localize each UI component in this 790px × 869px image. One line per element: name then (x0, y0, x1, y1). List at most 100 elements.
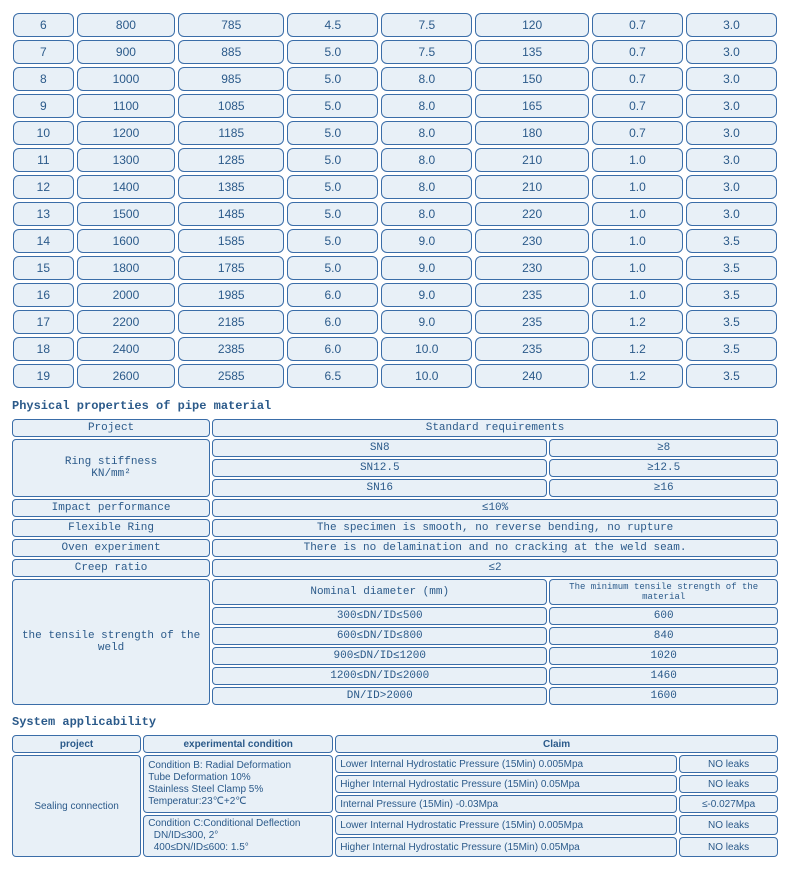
table-cell: 210 (475, 175, 589, 199)
ring-sn16-val: ≥16 (549, 479, 778, 497)
impact-val: ≤10% (212, 499, 778, 517)
ring-sn8-val: ≥8 (549, 439, 778, 457)
table-cell: 1185 (178, 121, 284, 145)
table-cell: 3.5 (686, 256, 777, 280)
tensile-r1: 600≤DN/ID≤800 (212, 627, 547, 645)
table-cell: 900 (77, 40, 176, 64)
table-cell: 3.0 (686, 94, 777, 118)
table-cell: 1.0 (592, 283, 683, 307)
physical-title: Physical properties of pipe material (12, 399, 780, 413)
table-cell: 0.7 (592, 40, 683, 64)
table-cell: 2200 (77, 310, 176, 334)
table-cell: 180 (475, 121, 589, 145)
table-cell: 6.0 (287, 310, 378, 334)
table-cell: 5.0 (287, 67, 378, 91)
ring-sn16: SN16 (212, 479, 547, 497)
table-cell: 3.5 (686, 283, 777, 307)
flex-label: Flexible Ring (12, 519, 210, 537)
creep-label: Creep ratio (12, 559, 210, 577)
table-cell: 985 (178, 67, 284, 91)
cond-b: Condition B: Radial DeformationTube Defo… (143, 755, 333, 813)
oven-val: There is no delamination and no cracking… (212, 539, 778, 557)
table-cell: 235 (475, 337, 589, 361)
table-cell: 13 (13, 202, 74, 226)
table-cell: 8.0 (381, 202, 472, 226)
std-req-header: Standard requirements (212, 419, 778, 437)
table-cell: 220 (475, 202, 589, 226)
table-cell: 3.0 (686, 67, 777, 91)
table-cell: 1.2 (592, 337, 683, 361)
ring-sn125-val: ≥12.5 (549, 459, 778, 477)
table-cell: 0.7 (592, 94, 683, 118)
table-cell: 1985 (178, 283, 284, 307)
table-cell: 1785 (178, 256, 284, 280)
table-cell: 3.0 (686, 121, 777, 145)
table-cell: 5.0 (287, 94, 378, 118)
table-cell: 150 (475, 67, 589, 91)
table-cell: 8.0 (381, 121, 472, 145)
table-cell: 1200 (77, 121, 176, 145)
table-cell: 7.5 (381, 13, 472, 37)
tensile-r3: 1200≤DN/ID≤2000 (212, 667, 547, 685)
table-cell: 1.0 (592, 229, 683, 253)
table-cell: 5.0 (287, 121, 378, 145)
table-cell: 120 (475, 13, 589, 37)
physical-properties-table: Project Standard requirements Ring stiff… (10, 417, 780, 707)
table-cell: 9.0 (381, 310, 472, 334)
table-cell: 1500 (77, 202, 176, 226)
oven-label: Oven experiment (12, 539, 210, 557)
table-cell: 3.0 (686, 202, 777, 226)
table-cell: 1800 (77, 256, 176, 280)
table-cell: 885 (178, 40, 284, 64)
table-cell: 9 (13, 94, 74, 118)
table-cell: 5.0 (287, 256, 378, 280)
project-header: Project (12, 419, 210, 437)
claim-b2-v: ≤-0.027Mpa (679, 795, 778, 813)
table-cell: 4.5 (287, 13, 378, 37)
table-cell: 8.0 (381, 175, 472, 199)
claim-b0: Lower Internal Hydrostatic Pressure (15M… (335, 755, 677, 773)
claim-c1-v: NO leaks (679, 837, 778, 857)
tensile-r2: 900≤DN/ID≤1200 (212, 647, 547, 665)
table-cell: 800 (77, 13, 176, 37)
impact-label: Impact performance (12, 499, 210, 517)
table-cell: 7 (13, 40, 74, 64)
table-cell: 0.7 (592, 121, 683, 145)
table-cell: 785 (178, 13, 284, 37)
table-cell: 14 (13, 229, 74, 253)
table-cell: 235 (475, 283, 589, 307)
table-cell: 5.0 (287, 202, 378, 226)
table-cell: 210 (475, 148, 589, 172)
tensile-v4: 1600 (549, 687, 778, 705)
table-cell: 0.7 (592, 67, 683, 91)
claim-b2: Internal Pressure (15Min) -0.03Mpa (335, 795, 677, 813)
table-cell: 8.0 (381, 67, 472, 91)
table-cell: 5.0 (287, 175, 378, 199)
table-cell: 8.0 (381, 148, 472, 172)
table-cell: 10.0 (381, 337, 472, 361)
table-cell: 9.0 (381, 229, 472, 253)
table-cell: 3.0 (686, 40, 777, 64)
table-cell: 1600 (77, 229, 176, 253)
table-cell: 15 (13, 256, 74, 280)
table-cell: 6.0 (287, 337, 378, 361)
sys-claim-header: Claim (335, 735, 778, 753)
table-cell: 0.7 (592, 13, 683, 37)
claim-b0-v: NO leaks (679, 755, 778, 773)
nominal-header: Nominal diameter (mm) (212, 579, 547, 605)
table-cell: 3.5 (686, 364, 777, 388)
tensile-r0: 300≤DN/ID≤500 (212, 607, 547, 625)
ring-sn8: SN8 (212, 439, 547, 457)
table-cell: 10 (13, 121, 74, 145)
table-cell: 1085 (178, 94, 284, 118)
ring-stiffness-label: Ring stiffnessKN/mm² (12, 439, 210, 497)
system-title: System applicability (12, 715, 780, 729)
table-cell: 2185 (178, 310, 284, 334)
table-cell: 2600 (77, 364, 176, 388)
table-cell: 1400 (77, 175, 176, 199)
table-cell: 17 (13, 310, 74, 334)
tensile-v1: 840 (549, 627, 778, 645)
table-cell: 9.0 (381, 283, 472, 307)
table-cell: 2400 (77, 337, 176, 361)
table-cell: 3.5 (686, 229, 777, 253)
